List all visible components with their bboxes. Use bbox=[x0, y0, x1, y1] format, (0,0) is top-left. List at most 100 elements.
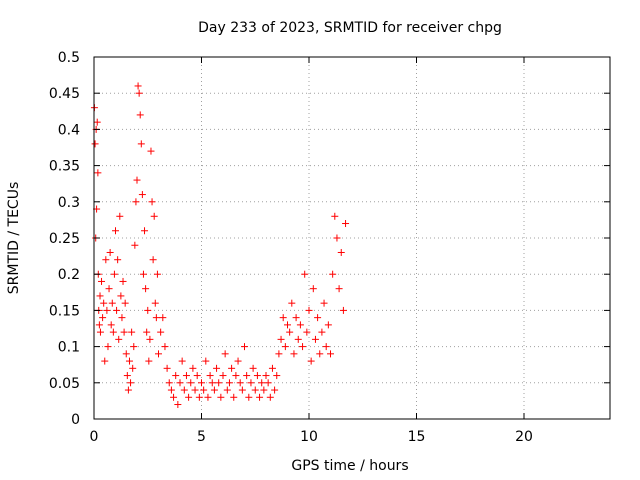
x-tick-label: 20 bbox=[515, 429, 533, 445]
data-point bbox=[119, 277, 127, 285]
data-point bbox=[138, 191, 146, 199]
data-point bbox=[305, 306, 313, 314]
data-point bbox=[204, 393, 212, 401]
data-point bbox=[122, 350, 130, 358]
data-point bbox=[299, 343, 307, 351]
data-point bbox=[333, 234, 341, 242]
data-point bbox=[150, 212, 158, 220]
data-point bbox=[118, 314, 126, 322]
data-point bbox=[135, 89, 143, 97]
data-point bbox=[217, 393, 225, 401]
data-point bbox=[193, 372, 201, 380]
data-point bbox=[147, 147, 155, 155]
x-tick-label: 10 bbox=[300, 429, 318, 445]
x-axis-label: GPS time / hours bbox=[291, 458, 408, 474]
data-point bbox=[114, 256, 122, 264]
data-point bbox=[157, 328, 165, 336]
data-point bbox=[149, 256, 157, 264]
data-point bbox=[152, 314, 160, 322]
y-tick-label: 0.3 bbox=[58, 195, 80, 211]
data-point bbox=[258, 379, 266, 387]
y-tick-label: 0.05 bbox=[49, 376, 80, 392]
data-point bbox=[342, 220, 350, 228]
data-point bbox=[256, 393, 264, 401]
data-point bbox=[335, 285, 343, 293]
data-point bbox=[279, 314, 287, 322]
data-point bbox=[145, 357, 153, 365]
data-point bbox=[134, 82, 142, 90]
data-point bbox=[159, 314, 167, 322]
y-tick-label: 0.1 bbox=[58, 340, 80, 356]
data-point bbox=[234, 357, 242, 365]
data-point bbox=[185, 393, 193, 401]
x-tick-label: 0 bbox=[90, 429, 99, 445]
data-point bbox=[95, 321, 103, 329]
data-point bbox=[210, 386, 218, 394]
data-point bbox=[120, 328, 128, 336]
data-point bbox=[271, 386, 279, 394]
data-point bbox=[146, 335, 154, 343]
data-point bbox=[96, 292, 104, 300]
data-point bbox=[170, 393, 178, 401]
data-point bbox=[273, 372, 281, 380]
data-point bbox=[339, 306, 347, 314]
data-point bbox=[223, 386, 231, 394]
data-point bbox=[251, 386, 259, 394]
data-point bbox=[178, 357, 186, 365]
data-point bbox=[124, 386, 132, 394]
x-tick-label: 5 bbox=[197, 429, 206, 445]
x-tick-label: 15 bbox=[408, 429, 426, 445]
data-point bbox=[238, 386, 246, 394]
y-tick-label: 0.35 bbox=[49, 159, 80, 175]
data-point bbox=[174, 401, 182, 409]
data-point bbox=[115, 335, 123, 343]
data-point bbox=[142, 285, 150, 293]
data-point bbox=[320, 299, 328, 307]
data-point bbox=[260, 386, 268, 394]
data-point bbox=[165, 379, 173, 387]
data-point bbox=[262, 372, 270, 380]
data-point bbox=[309, 285, 317, 293]
data-point bbox=[245, 393, 253, 401]
data-point bbox=[198, 379, 205, 387]
data-point bbox=[322, 343, 330, 351]
grid-lines bbox=[94, 57, 610, 419]
data-point bbox=[314, 314, 322, 322]
data-point bbox=[221, 350, 229, 358]
data-point bbox=[180, 386, 188, 394]
data-point bbox=[96, 328, 104, 336]
data-point bbox=[268, 364, 276, 372]
data-point bbox=[123, 372, 131, 380]
data-point bbox=[129, 364, 137, 372]
data-point bbox=[294, 335, 302, 343]
data-point bbox=[264, 379, 272, 387]
chart-title: Day 233 of 2023, SRMTID for receiver chp… bbox=[198, 20, 502, 36]
data-point bbox=[100, 299, 108, 307]
y-tick-label: 0 bbox=[71, 412, 80, 428]
data-point bbox=[143, 328, 151, 336]
data-point bbox=[176, 379, 184, 387]
data-point bbox=[236, 379, 244, 387]
data-point bbox=[249, 364, 257, 372]
data-point bbox=[191, 386, 199, 394]
data-point bbox=[316, 350, 324, 358]
data-point bbox=[163, 364, 171, 372]
data-point bbox=[116, 212, 124, 220]
data-point bbox=[195, 393, 203, 401]
y-tick-label: 0.4 bbox=[58, 122, 80, 138]
data-point bbox=[187, 379, 195, 387]
data-point bbox=[241, 343, 248, 351]
data-point bbox=[213, 364, 221, 372]
data-point bbox=[219, 372, 227, 380]
data-point bbox=[202, 357, 210, 365]
data-point bbox=[228, 364, 236, 372]
data-point bbox=[290, 350, 298, 358]
data-point bbox=[101, 357, 109, 365]
data-point bbox=[225, 379, 233, 387]
data-point bbox=[243, 372, 251, 380]
data-point bbox=[133, 176, 141, 184]
axis-ticks: 0 5 10 15 20 0 0.05 0.1 0.15 0.2 0.25 0.3 0.35 0.4 0.4… bbox=[49, 50, 610, 445]
data-point bbox=[292, 314, 300, 322]
data-point bbox=[230, 393, 238, 401]
